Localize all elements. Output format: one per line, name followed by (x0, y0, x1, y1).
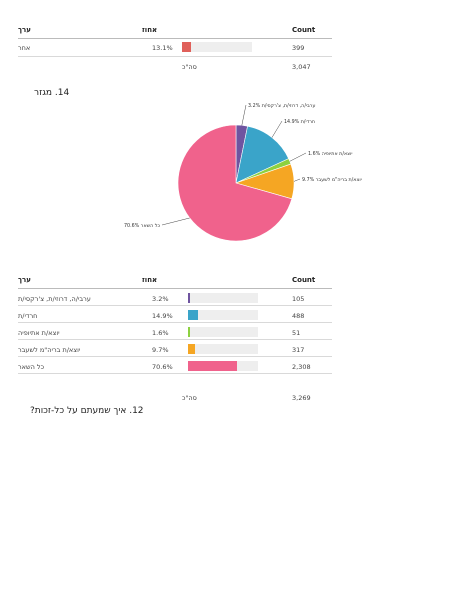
row-count: 2,308 (292, 363, 311, 371)
row-bar-fill (188, 327, 190, 337)
header-count: Count (292, 26, 316, 34)
row-percent: 3.2% (152, 295, 169, 303)
row-divider (18, 339, 332, 340)
row-divider (18, 305, 332, 306)
row-bar-track (188, 310, 258, 320)
pie-slice-label: 70.6% כל השאר (124, 223, 160, 229)
pie-leader-line (271, 120, 283, 138)
total-count: 3,047 (292, 63, 311, 71)
row-bar-fill (182, 42, 192, 52)
row-label: יוצא/ת אתיופיה (18, 329, 60, 337)
row-label: יוצא/ת בריה"מ לשעבר (18, 346, 81, 354)
pie-slice-label: 3.2% ערבי/ה, דרוזי/ת, צ'רקסי/ת (248, 103, 316, 109)
pie-slice-label: 1.6% יוצא/ת אתיופיה (308, 151, 352, 157)
row-count: 488 (292, 312, 305, 320)
row-percent: 70.6% (152, 363, 173, 371)
header-count: Count (292, 276, 316, 284)
row-bar-fill (188, 361, 238, 371)
total-count: 3,269 (292, 394, 311, 402)
row-count: 51 (292, 329, 301, 337)
header-value: ערך (18, 276, 31, 284)
row-label: כל השאר (18, 363, 45, 371)
header-value: ערך (18, 26, 31, 34)
row-bar-track (188, 361, 258, 371)
row-count: 399 (292, 44, 305, 52)
pie-slice (177, 124, 293, 242)
total-label: סה"כ (182, 394, 197, 402)
pie-slice-label: 9.7% יוצא/ת בריה"מ לשעבר (302, 177, 362, 183)
row-label: ערבי/ה, דרוזי/ת, צ'רקסי/ת (18, 295, 91, 303)
row-label: אחר (18, 44, 31, 52)
row-bar-track (188, 327, 258, 337)
row-bar-fill (188, 310, 199, 320)
row-bar-track (188, 293, 258, 303)
row-percent: 9.7% (152, 346, 169, 354)
row-divider (18, 56, 332, 57)
pie-leader-line (289, 152, 307, 162)
row-divider (18, 356, 332, 357)
pie-leader-line (241, 104, 247, 126)
pie-chart: 3.2% ערבי/ה, דרוזי/ת, צ'רקסי/ת 14.9% חרדי… (124, 103, 362, 242)
row-divider (18, 322, 332, 323)
row-count: 105 (292, 295, 305, 303)
total-label: סה"כ (182, 63, 197, 71)
row-count: 317 (292, 346, 305, 354)
pie-slice-label: 14.9% חרדי/ת (284, 119, 315, 125)
row-divider (18, 373, 332, 374)
row-percent: 1.6% (152, 329, 169, 337)
question-12-title: 12. איך שמעתם על כל-זכות? (30, 406, 144, 416)
question-14-title: 14. מגזר (34, 88, 70, 98)
pie-leader-line (161, 217, 190, 226)
header-divider (18, 288, 332, 289)
pie-slice (235, 125, 290, 184)
row-percent: 13.1% (152, 44, 173, 52)
row-bar-fill (188, 293, 191, 303)
row-bar-fill (188, 344, 195, 354)
pie-leader-line (293, 178, 301, 182)
header-divider (18, 38, 332, 39)
row-label: חרדי/ת (18, 312, 38, 320)
row-percent: 14.9% (152, 312, 173, 320)
header-percent: אחוז (142, 26, 158, 34)
header-percent: אחוז (142, 276, 158, 284)
row-bar-track (188, 344, 258, 354)
row-bar-track (182, 42, 252, 52)
